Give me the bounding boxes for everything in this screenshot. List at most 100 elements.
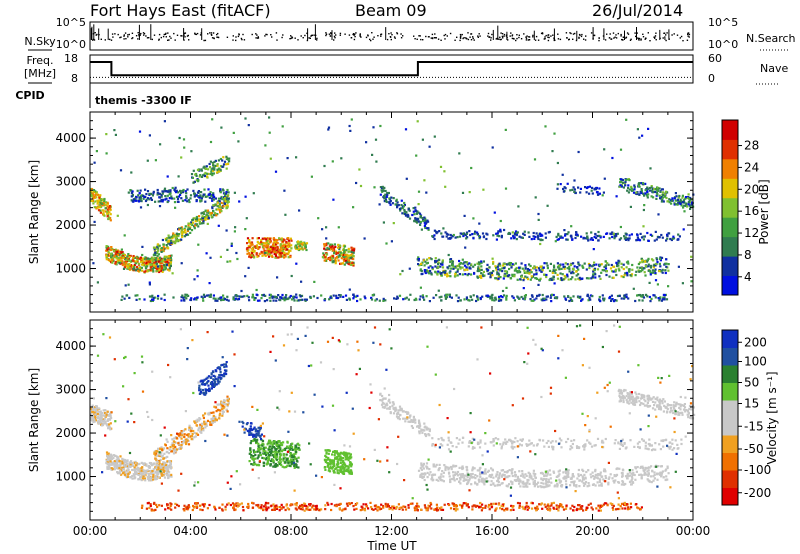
range-cell — [190, 229, 194, 232]
range-cell — [655, 257, 658, 260]
nsky-point — [627, 33, 630, 35]
range-cell — [121, 255, 124, 258]
range-cell — [385, 195, 388, 198]
range-cell — [110, 458, 113, 461]
nsky-point — [396, 33, 399, 35]
range-cell — [230, 242, 233, 245]
nsky-point — [169, 35, 171, 38]
range-cell — [248, 240, 251, 243]
range-cell — [199, 388, 202, 391]
range-cell — [274, 240, 277, 243]
range-cell — [477, 266, 480, 269]
range-cell — [355, 295, 358, 298]
range-cell — [141, 269, 144, 272]
nsky-point — [547, 34, 549, 36]
range-cell — [333, 259, 337, 262]
range-cell — [216, 208, 219, 211]
range-cell — [619, 185, 622, 188]
range-cell — [505, 296, 508, 299]
range-cell — [444, 296, 447, 299]
range-cell — [456, 236, 459, 239]
nsky-point — [621, 38, 623, 41]
range-cell — [143, 270, 146, 273]
range-cell — [92, 262, 95, 265]
range-cell — [441, 260, 444, 263]
range-cell — [537, 212, 540, 216]
range-cell — [497, 268, 500, 271]
nsky-point — [112, 36, 114, 38]
range-cell — [655, 197, 658, 200]
range-cell — [135, 199, 138, 202]
range-cell — [106, 208, 110, 211]
range-cell — [514, 268, 517, 271]
nsky-point — [511, 35, 513, 37]
range-cell — [189, 197, 192, 200]
velocity-scatter — [90, 324, 696, 512]
range-cell — [346, 253, 349, 256]
range-cell — [196, 296, 199, 299]
range-cell — [248, 255, 251, 258]
nsky-point — [334, 37, 336, 39]
range-cell — [452, 265, 455, 268]
range-cell — [94, 413, 97, 416]
range-cell — [437, 263, 440, 266]
range-cell — [261, 294, 264, 297]
nsky-point — [235, 39, 237, 42]
range-cell — [279, 446, 282, 449]
range-cell — [642, 238, 645, 241]
range-cell — [681, 282, 684, 285]
range-cell — [99, 209, 102, 212]
nsky-point — [515, 39, 517, 42]
range-cell — [598, 192, 601, 195]
nsky-point — [389, 36, 392, 38]
range-cell — [127, 259, 131, 262]
range-cell — [212, 193, 215, 196]
range-cell — [596, 191, 599, 194]
range-cell — [480, 261, 483, 264]
range-cell — [641, 182, 645, 185]
range-cell — [174, 186, 177, 189]
range-cell — [415, 212, 418, 215]
range-cell — [305, 248, 308, 252]
range-cell — [147, 475, 150, 478]
range-cell — [500, 236, 503, 239]
range-cell — [647, 239, 650, 242]
nsky-point — [151, 38, 153, 41]
range-cell — [528, 263, 531, 266]
range-cell — [205, 165, 208, 168]
nsky-point — [578, 36, 580, 39]
range-cell — [218, 412, 222, 415]
range-cell — [556, 161, 559, 165]
range-cell — [153, 478, 156, 481]
range-cell — [121, 251, 124, 254]
range-cell — [489, 273, 492, 276]
range-cell — [420, 262, 423, 265]
range-cell — [440, 295, 443, 298]
range-cell — [221, 414, 224, 417]
range-cell — [224, 403, 228, 406]
range-cell — [106, 454, 109, 458]
range-cell — [131, 190, 134, 193]
range-cell — [123, 261, 126, 264]
range-cell — [264, 242, 267, 245]
range-cell — [515, 238, 518, 241]
range-cell — [196, 269, 199, 272]
range-cell — [269, 299, 272, 302]
nsky-point — [467, 38, 470, 41]
range-cell — [274, 243, 278, 246]
range-cell — [293, 295, 296, 298]
nsky-point — [593, 34, 596, 37]
range-cell — [93, 161, 96, 164]
range-cell — [511, 273, 514, 276]
range-cell — [247, 296, 250, 299]
range-cell — [218, 203, 221, 206]
range-cell — [295, 156, 298, 159]
range-cell — [187, 198, 190, 202]
nsky-point — [359, 35, 361, 37]
range-cell — [182, 138, 186, 141]
range-cell — [186, 229, 189, 233]
range-cell — [177, 239, 180, 242]
range-cell — [176, 233, 179, 236]
range-cell — [495, 268, 498, 271]
range-cell — [190, 427, 193, 430]
